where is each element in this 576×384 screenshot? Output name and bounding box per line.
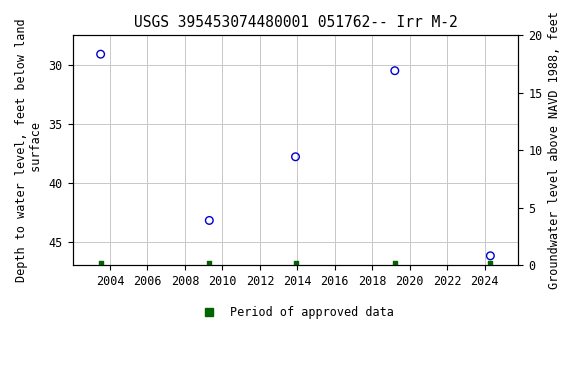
Point bbox=[204, 260, 214, 266]
Y-axis label: Groundwater level above NAVD 1988, feet: Groundwater level above NAVD 1988, feet bbox=[548, 12, 561, 289]
Point bbox=[291, 154, 300, 160]
Point bbox=[390, 260, 399, 266]
Point bbox=[486, 253, 495, 259]
Y-axis label: Depth to water level, feet below land
 surface: Depth to water level, feet below land su… bbox=[15, 18, 43, 282]
Title: USGS 395453074480001 051762-- Irr M-2: USGS 395453074480001 051762-- Irr M-2 bbox=[134, 15, 457, 30]
Point bbox=[390, 68, 399, 74]
Point bbox=[96, 260, 105, 266]
Point bbox=[96, 51, 105, 57]
Legend: Period of approved data: Period of approved data bbox=[192, 301, 399, 324]
Point bbox=[204, 217, 214, 223]
Point bbox=[486, 260, 495, 266]
Point bbox=[291, 260, 300, 266]
